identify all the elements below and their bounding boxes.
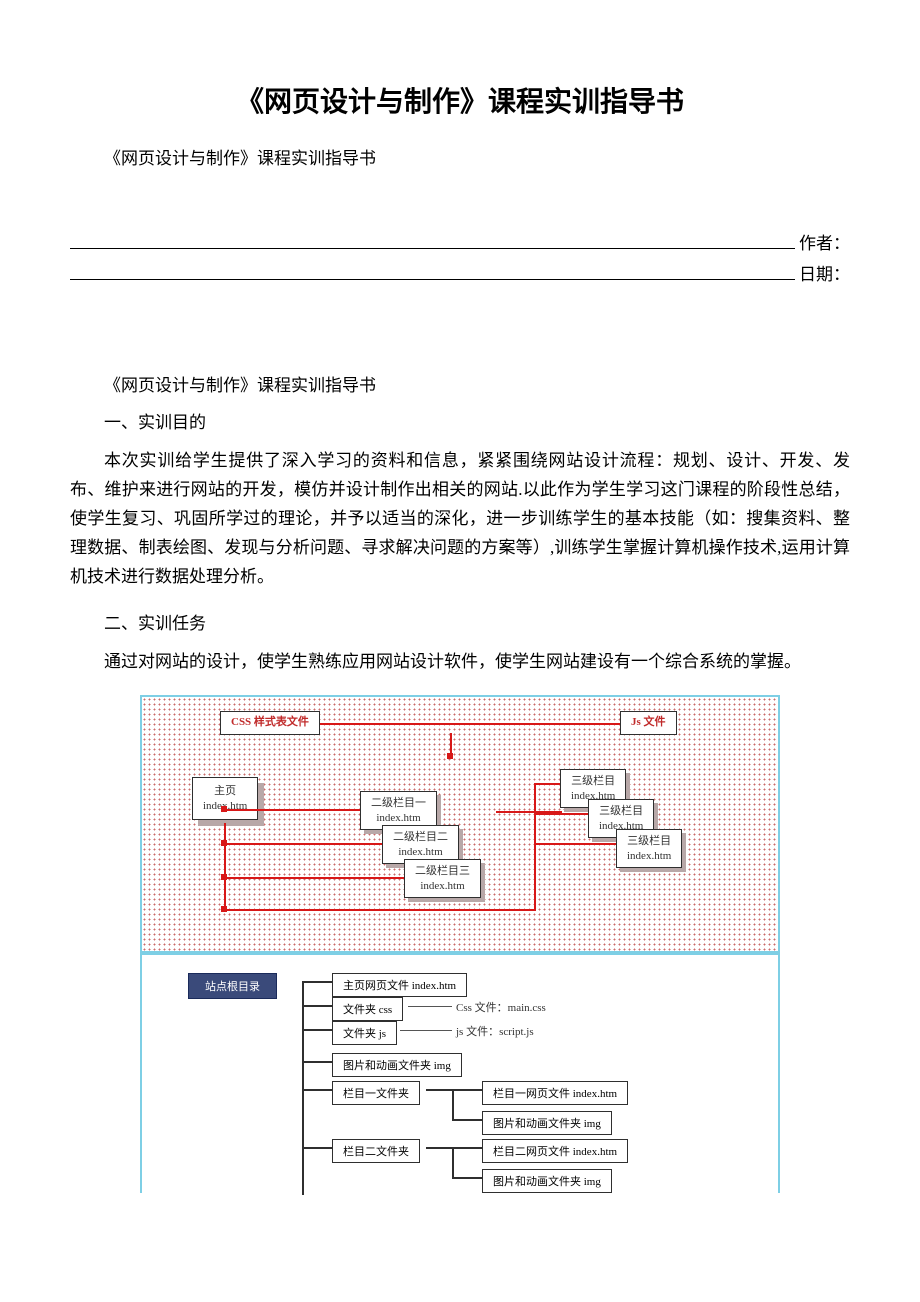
flow-line (224, 843, 384, 845)
node-label: 二级栏目一 (371, 796, 426, 810)
node-label: index.htm (415, 879, 470, 893)
node-label: 三级栏目 (599, 804, 643, 818)
node-col1-index: 栏目一网页文件 index.htm (482, 1081, 628, 1105)
node-index: 主页网页文件 index.htm (332, 973, 467, 997)
flow-dot (221, 906, 227, 912)
date-label: 日期： (795, 260, 850, 285)
node-col2-3: 二级栏目三 index.htm (404, 859, 481, 898)
label-jsfile: js 文件：script.js (456, 1023, 534, 1039)
tree-line (452, 1089, 454, 1121)
heading-task: 二、实训任务 (70, 609, 850, 634)
node-home: 主页 index.htm (192, 777, 258, 820)
node-col2-index: 栏目二网页文件 index.htm (482, 1139, 628, 1163)
section-subtitle: 《网页设计与制作》课程实训指导书 (70, 371, 850, 396)
node-col2-img: 图片和动画文件夹 img (482, 1169, 612, 1193)
author-label: 作者： (795, 229, 850, 254)
flow-line (534, 783, 562, 785)
node-col2-2: 二级栏目二 index.htm (382, 825, 459, 864)
tree-line (452, 1119, 482, 1121)
tree-line (302, 981, 332, 983)
flowchart-panel: CSS 样式表文件 Js 文件 主页 index.htm 二级栏目 (140, 695, 780, 953)
doc-title: 《网页设计与制作》课程实训指导书 (70, 80, 850, 120)
tree-line (302, 1089, 332, 1091)
node-home-title: 主页 (203, 784, 247, 798)
flow-line (224, 823, 226, 911)
node-imgfolder: 图片和动画文件夹 img (332, 1053, 462, 1077)
tree-line (302, 1147, 332, 1149)
node-js: Js 文件 (620, 711, 677, 734)
tree-line (302, 1029, 332, 1031)
date-underline (70, 263, 795, 280)
node-jsfolder: 文件夹 js (332, 1021, 397, 1045)
flow-dot (221, 840, 227, 846)
node-label: index.htm (627, 849, 671, 863)
node-label: 三级栏目 (627, 834, 671, 848)
flow-line (224, 877, 406, 879)
tree-line (426, 1089, 482, 1091)
label-cssfile: Css 文件：main.css (456, 999, 546, 1015)
date-line: 日期： (70, 260, 850, 285)
node-label: 二级栏目二 (393, 830, 448, 844)
flow-line (534, 813, 590, 815)
flow-line (534, 843, 618, 845)
node-col1-img: 图片和动画文件夹 img (482, 1111, 612, 1135)
flow-line (450, 733, 452, 755)
flow-dot (221, 806, 227, 812)
node-label: index.htm (393, 845, 448, 859)
tree-line (302, 1061, 332, 1063)
node-cssfolder: 文件夹 css (332, 997, 403, 1021)
author-line: 作者： (70, 229, 850, 254)
node-label: index.htm (371, 811, 426, 825)
node-root: 站点根目录 (188, 973, 277, 999)
flow-line (320, 723, 620, 725)
tree-line (452, 1177, 482, 1179)
tree-line (302, 1005, 332, 1007)
node-label: 三级栏目 (571, 774, 615, 788)
flow-line (534, 783, 536, 911)
node-css: CSS 样式表文件 (220, 711, 320, 734)
node-col3-3: 三级栏目 index.htm (616, 829, 682, 868)
tree-panel: 站点根目录 主页网页文件 index.htm 文件夹 css Css 文件：ma… (140, 953, 780, 1193)
para-task: 通过对网站的设计，使学生熟练应用网站设计软件，使学生网站建设有一个综合系统的掌握… (70, 648, 850, 677)
tree-line (302, 981, 304, 1195)
tree-line (400, 1030, 452, 1031)
node-col2-1: 二级栏目一 index.htm (360, 791, 437, 830)
para-purpose: 本次实训给学生提供了深入学习的资料和信息，紧紧围绕网站设计流程：规划、设计、开发… (70, 447, 850, 591)
heading-purpose: 一、实训目的 (70, 408, 850, 433)
flow-line (224, 909, 534, 911)
flow-line (224, 809, 362, 811)
tree-line (452, 1147, 454, 1179)
author-underline (70, 232, 795, 249)
node-col2folder: 栏目二文件夹 (332, 1139, 420, 1163)
node-col1folder: 栏目一文件夹 (332, 1081, 420, 1105)
flow-dot (447, 753, 453, 759)
tree-line (408, 1006, 452, 1007)
node-label: 二级栏目三 (415, 864, 470, 878)
doc-subtitle: 《网页设计与制作》课程实训指导书 (70, 144, 850, 169)
flow-dot (221, 874, 227, 880)
tree-line (426, 1147, 482, 1149)
diagram-container: CSS 样式表文件 Js 文件 主页 index.htm 二级栏目 (140, 695, 780, 1193)
